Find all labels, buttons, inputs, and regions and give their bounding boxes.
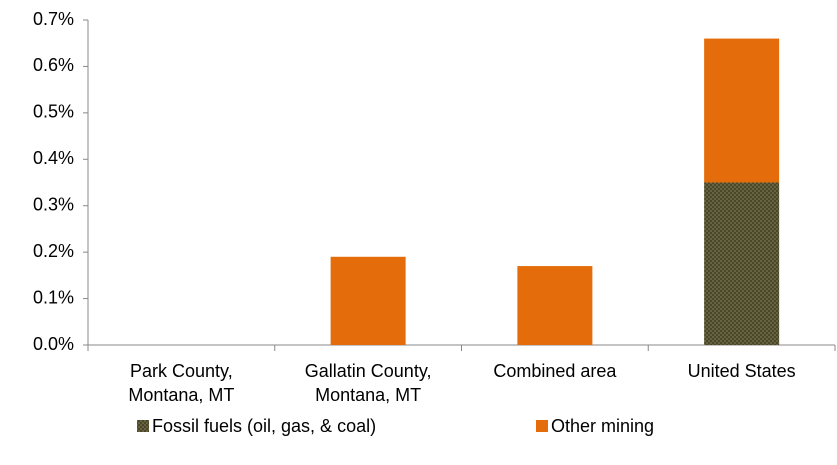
x-tick-label: Gallatin County, Montana, MT [305,361,432,405]
y-tick-label: 0.5% [33,102,74,122]
bar-segment [517,266,593,345]
y-tick-label: 0.0% [33,334,74,354]
y-tick-label: 0.7% [33,9,74,29]
legend-swatch [536,420,548,432]
y-tick-label: 0.6% [33,55,74,75]
y-tick-label: 0.2% [33,241,74,261]
legend-label: Other mining [551,416,654,436]
y-tick-label: 0.4% [33,148,74,168]
legend-texture [137,420,149,432]
bar-segment [704,38,780,183]
legend-label: Fossil fuels (oil, gas, & coal) [152,416,376,436]
x-tick-label: United States [688,361,796,381]
x-tick-label: Park County, Montana, MT [128,361,234,405]
bar-texture [704,182,780,345]
x-tick-label: Combined area [493,361,617,381]
y-tick-label: 0.3% [33,194,74,214]
y-tick-label: 0.1% [33,287,74,307]
bar-segment [330,256,406,345]
